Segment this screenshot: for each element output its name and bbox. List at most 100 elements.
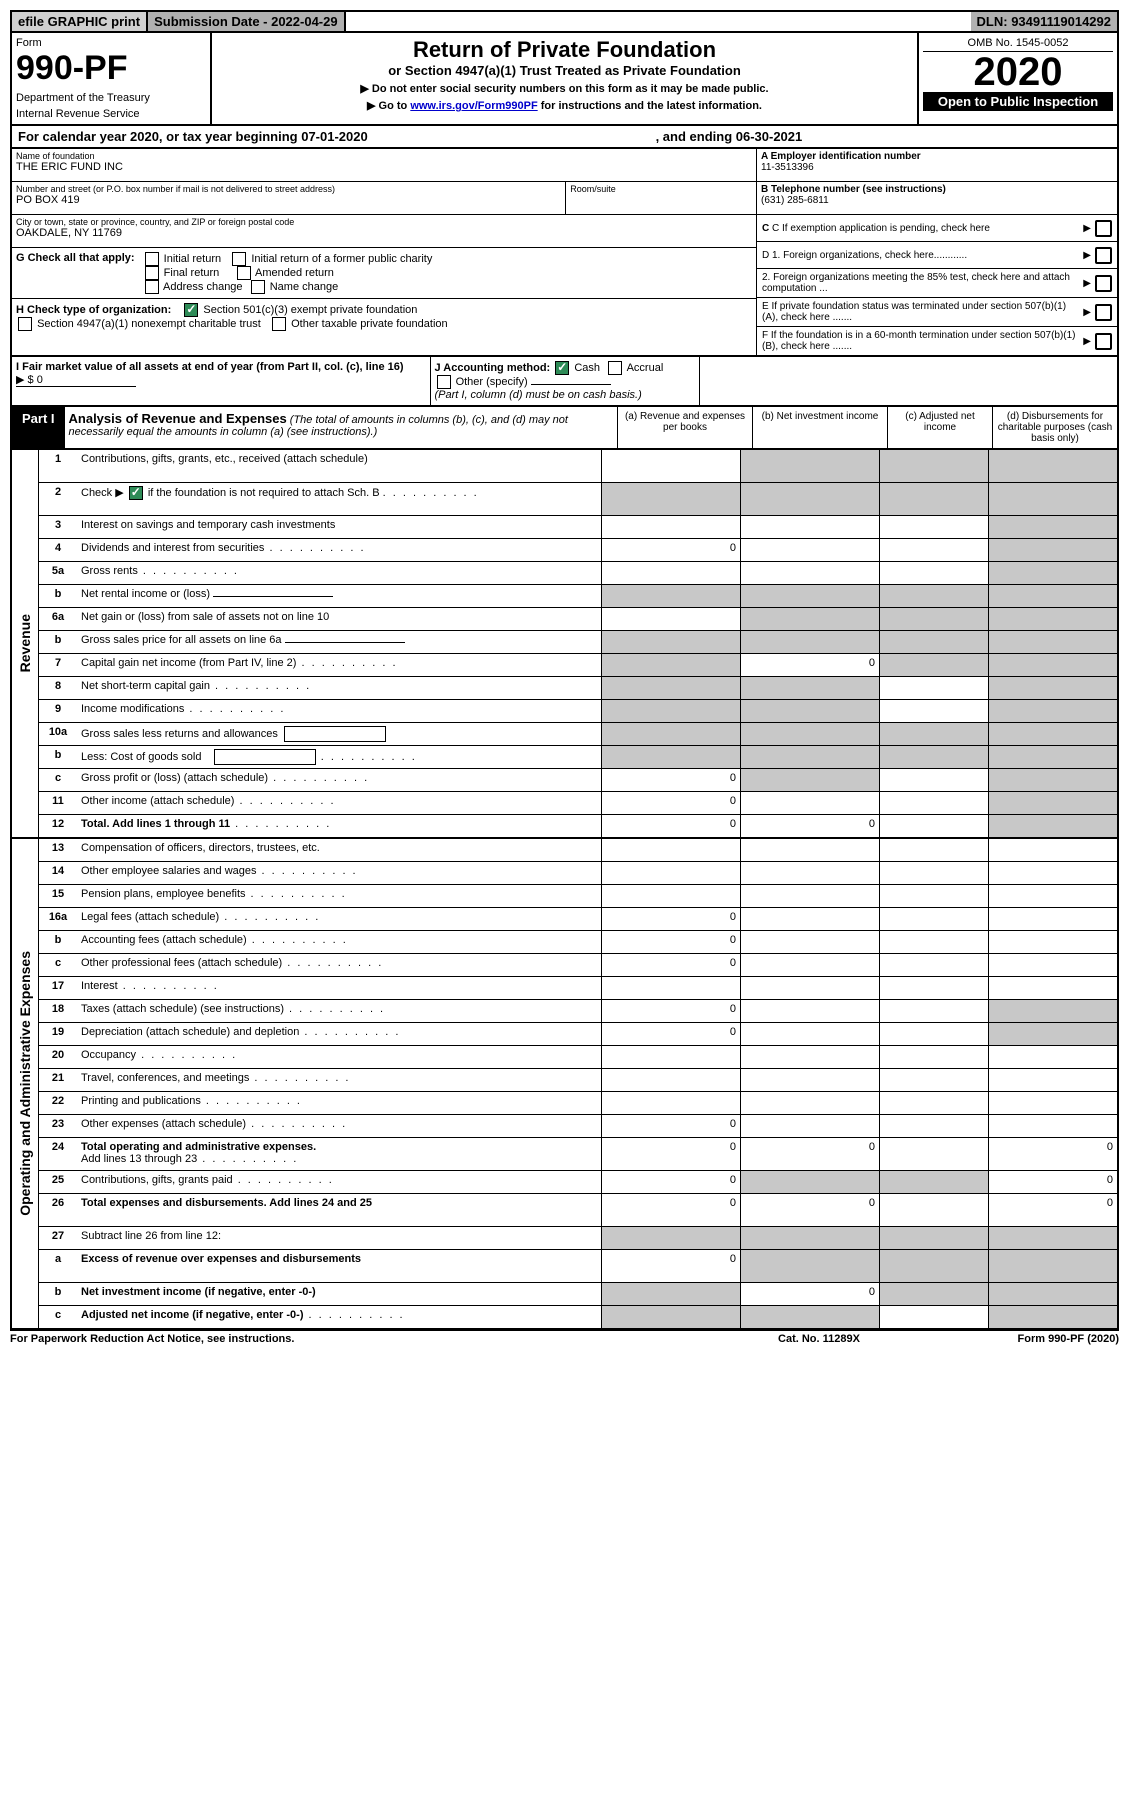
instr-link[interactable]: www.irs.gov/Form990PF [410,100,537,112]
header-right: OMB No. 1545-0052 2020 Open to Public In… [919,33,1117,124]
checkbox-d2[interactable] [1095,275,1112,292]
checkbox-initial-return[interactable] [145,252,159,266]
room-label: Room/suite [570,184,752,194]
line27a: Excess of revenue over expenses and disb… [77,1250,601,1282]
checkbox-cash[interactable] [555,361,569,375]
instr-2: ▶ Go to www.irs.gov/Form990PF for instru… [222,99,907,112]
footer-right: Form 990-PF (2020) [919,1333,1119,1345]
j-cell: J Accounting method: Cash Accrual Other … [431,357,700,405]
form-subtitle: or Section 4947(a)(1) Trust Treated as P… [222,63,907,78]
city-state-zip: OAKDALE, NY 11769 [16,227,752,239]
checkbox-c[interactable] [1095,220,1112,237]
part1-header: Part I Analysis of Revenue and Expenses … [10,407,1119,450]
line25: Contributions, gifts, grants paid [77,1171,601,1193]
line4: Dividends and interest from securities [77,539,601,561]
checkbox-final-return[interactable] [145,266,159,280]
i-label: I Fair market value of all assets at end… [16,361,404,373]
j-label: J Accounting method: [435,362,551,374]
dept-treasury: Department of the Treasury [16,92,206,104]
info-right: A Employer identification number 11-3513… [756,149,1117,355]
footer-left: For Paperwork Reduction Act Notice, see … [10,1333,719,1345]
line23: Other expenses (attach schedule) [77,1115,601,1137]
line17: Interest [77,977,601,999]
checkbox-amended[interactable] [237,266,251,280]
line21: Travel, conferences, and meetings [77,1069,601,1091]
addr-cell: Number and street (or P.O. box number if… [12,182,566,214]
name-cell: Name of foundation THE ERIC FUND INC [12,149,756,181]
line12: Total. Add lines 1 through 11 [77,815,601,837]
line10c: Gross profit or (loss) (attach schedule) [77,769,601,791]
tax-year: 2020 [923,52,1113,92]
c-text: C If exemption application is pending, c… [772,223,990,234]
line5a: Gross rents [77,562,601,584]
line10b: Less: Cost of goods sold [77,746,601,768]
checkbox-d1[interactable] [1095,247,1112,264]
checkbox-4947[interactable] [18,317,32,331]
line24: Total operating and administrative expen… [77,1138,601,1170]
footer: For Paperwork Reduction Act Notice, see … [10,1330,1119,1345]
form-title: Return of Private Foundation [222,37,907,63]
checkbox-initial-former[interactable] [232,252,246,266]
checkbox-accrual[interactable] [608,361,622,375]
top-bar: efile GRAPHIC print Submission Date - 20… [10,10,1119,33]
checkbox-other-method[interactable] [437,375,451,389]
line16c: Other professional fees (attach schedule… [77,954,601,976]
line5b: Net rental income or (loss) [77,585,601,607]
e-text: E If private foundation status was termi… [762,301,1079,323]
g-label: G Check all that apply: [16,252,135,294]
checkbox-address-change[interactable] [145,280,159,294]
instr2-pre: ▶ Go to [367,100,410,112]
d1-cell: D 1. Foreign organizations, check here..… [757,242,1117,269]
checkbox-e[interactable] [1095,304,1112,321]
checkbox-name-change[interactable] [251,280,265,294]
efile-label: efile GRAPHIC print [12,12,148,31]
col-b-head: (b) Net investment income [752,407,887,448]
i-cell: I Fair market value of all assets at end… [12,357,431,405]
line3: Interest on savings and temporary cash i… [77,516,601,538]
open-inspection: Open to Public Inspection [923,92,1113,111]
line15: Pension plans, employee benefits [77,885,601,907]
col-c-head: (c) Adjusted net income [887,407,992,448]
j-cash: Cash [574,362,600,374]
header-mid: Return of Private Foundation or Section … [212,33,919,124]
line8: Net short-term capital gain [77,677,601,699]
g5: Address change [163,281,243,293]
checkbox-f[interactable] [1095,333,1112,350]
line27b: Net investment income (if negative, ente… [77,1283,601,1305]
spacer [346,12,971,31]
phone: (631) 285-6811 [761,195,829,206]
checkbox-sch-b[interactable] [129,486,143,500]
part1-badge: Part I [12,407,65,448]
line14: Other employee salaries and wages [77,862,601,884]
dln: DLN: 93491119014292 [971,12,1117,31]
line6b: Gross sales price for all assets on line… [77,631,601,653]
line19: Depreciation (attach schedule) and deple… [77,1023,601,1045]
d2-cell: 2. Foreign organizations meeting the 85%… [757,269,1117,298]
g3: Final return [164,267,220,279]
part1-title-text: Analysis of Revenue and Expenses [69,411,287,426]
checkbox-other-taxable[interactable] [272,317,286,331]
addr-label: Number and street (or P.O. box number if… [16,184,561,194]
c-cell: C C If exemption application is pending,… [757,215,1117,242]
i-value: ▶ $ 0 [16,373,136,387]
checkbox-501c3[interactable] [184,303,198,317]
line16a: Legal fees (attach schedule) [77,908,601,930]
g1: Initial return [164,253,221,265]
line10a: Gross sales less returns and allowances [77,723,601,745]
f-text: F If the foundation is in a 60-month ter… [762,330,1079,352]
revenue-label: Revenue [12,450,39,837]
cal-left: For calendar year 2020, or tax year begi… [18,129,656,144]
room-cell: Room/suite [566,182,756,214]
city-cell: City or town, state or province, country… [12,215,756,248]
part1-title: Analysis of Revenue and Expenses (The to… [65,407,617,448]
g-row: G Check all that apply: Initial return I… [12,248,756,299]
d1-text: D 1. Foreign organizations, check here..… [762,250,1079,261]
line16b: Accounting fees (attach schedule) [77,931,601,953]
h3: Other taxable private foundation [291,318,448,330]
line27: Subtract line 26 from line 12: [77,1227,601,1249]
j-other: Other (specify) [456,376,528,388]
line11: Other income (attach schedule) [77,792,601,814]
instr2-post: for instructions and the latest informat… [541,100,762,112]
footer-mid: Cat. No. 11289X [719,1333,919,1345]
f-cell: F If the foundation is in a 60-month ter… [757,327,1117,355]
